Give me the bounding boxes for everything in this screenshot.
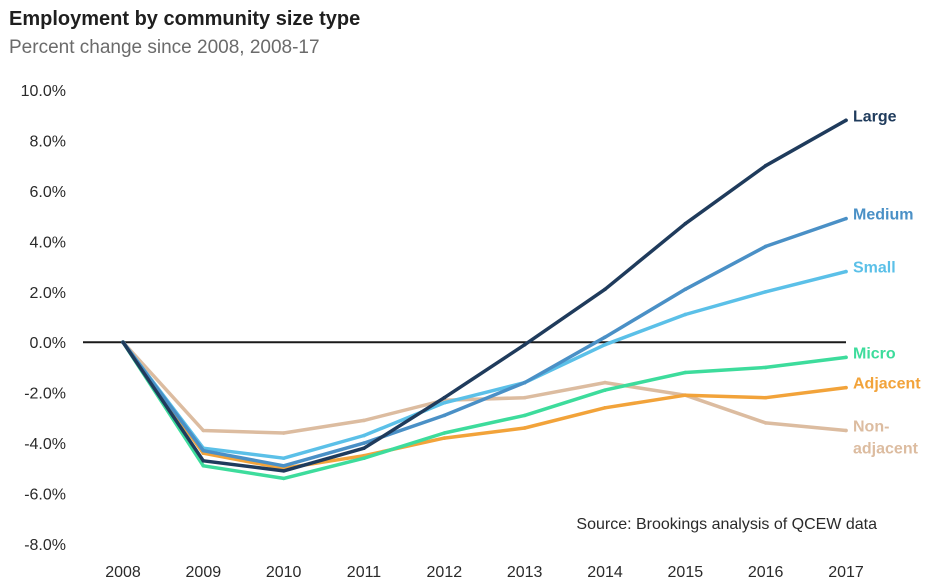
data-point: [683, 221, 688, 226]
data-point: [844, 428, 848, 433]
x-tick-label: 2012: [427, 564, 463, 581]
x-tick-label: 2011: [347, 564, 382, 581]
data-point: [683, 393, 688, 397]
y-tick-label: -4.0%: [24, 436, 66, 453]
data-point: [362, 441, 366, 445]
series-line-adjacent: [121, 340, 848, 471]
y-tick-label: -6.0%: [24, 487, 66, 504]
y-tick-label: 10.0%: [21, 83, 66, 100]
data-point: [442, 436, 447, 440]
data-point: [844, 269, 848, 274]
y-tick-label: 2.0%: [30, 285, 66, 302]
data-point: [763, 163, 768, 168]
x-tick-label: 2008: [105, 564, 141, 581]
data-point: [522, 380, 527, 385]
y-tick-label: -8.0%: [24, 537, 66, 554]
data-point: [201, 448, 206, 453]
data-point: [763, 421, 768, 425]
data-point: [603, 287, 607, 292]
data-point: [281, 431, 286, 435]
series-label: Micro: [853, 345, 896, 362]
x-tick-label: 2016: [748, 564, 784, 581]
data-point: [281, 456, 286, 461]
data-point: [763, 395, 768, 400]
data-point: [442, 400, 447, 405]
data-point: [522, 395, 527, 400]
data-point: [603, 342, 607, 347]
series-line-large: [121, 118, 848, 473]
data-point: [763, 289, 768, 294]
x-tick-label: 2013: [507, 564, 543, 581]
chart-subtitle: Percent change since 2008, 2008-17: [9, 37, 320, 58]
x-tick-label: 2017: [828, 564, 864, 581]
source-note: Source: Brookings analysis of QCEW data: [576, 516, 877, 533]
x-tick-label: 2010: [266, 564, 302, 581]
data-point: [442, 395, 447, 400]
data-point: [201, 428, 206, 433]
data-point: [844, 216, 848, 221]
data-point: [442, 431, 447, 435]
data-point: [121, 340, 125, 345]
chart-title: Employment by community size type: [9, 8, 361, 30]
data-point: [362, 456, 366, 461]
data-point: [683, 370, 688, 375]
x-tick-label: 2015: [668, 564, 704, 581]
data-point: [362, 446, 366, 450]
data-point: [603, 388, 607, 392]
data-point: [683, 312, 688, 317]
data-point: [683, 287, 688, 292]
data-point: [442, 413, 447, 418]
data-point: [522, 342, 527, 347]
data-point: [281, 464, 286, 468]
y-tick-label: 0.0%: [30, 335, 66, 352]
data-point: [522, 413, 527, 418]
data-point: [603, 380, 607, 385]
data-point: [763, 365, 768, 370]
data-point: [201, 464, 206, 468]
series-line-medium: [121, 216, 848, 468]
data-point: [844, 385, 848, 390]
series-line-non-adjacent: [121, 340, 848, 435]
y-tick-label: 4.0%: [30, 234, 66, 251]
data-point: [522, 426, 527, 430]
series-label: Adjacent: [853, 376, 921, 393]
y-tick-label: 8.0%: [30, 133, 66, 150]
series-label: Small: [853, 260, 896, 277]
data-point: [603, 406, 607, 410]
y-tick-label: 6.0%: [30, 184, 66, 201]
series-label: Non-adjacent: [853, 419, 919, 458]
data-point: [281, 469, 286, 473]
x-tick-label: 2009: [186, 564, 222, 581]
series-line-micro: [121, 340, 848, 481]
data-point: [201, 458, 206, 463]
data-point: [362, 418, 366, 423]
y-tick-label: -2.0%: [24, 386, 66, 403]
series-label: Large: [853, 108, 897, 125]
data-point: [362, 433, 366, 438]
data-point: [763, 244, 768, 249]
series-line-small: [121, 269, 848, 460]
data-point: [281, 476, 286, 481]
series-label: Medium: [853, 207, 913, 224]
x-tick-label: 2014: [587, 564, 623, 581]
data-point: [844, 355, 848, 360]
data-point: [844, 118, 848, 123]
data-point: [603, 335, 607, 339]
